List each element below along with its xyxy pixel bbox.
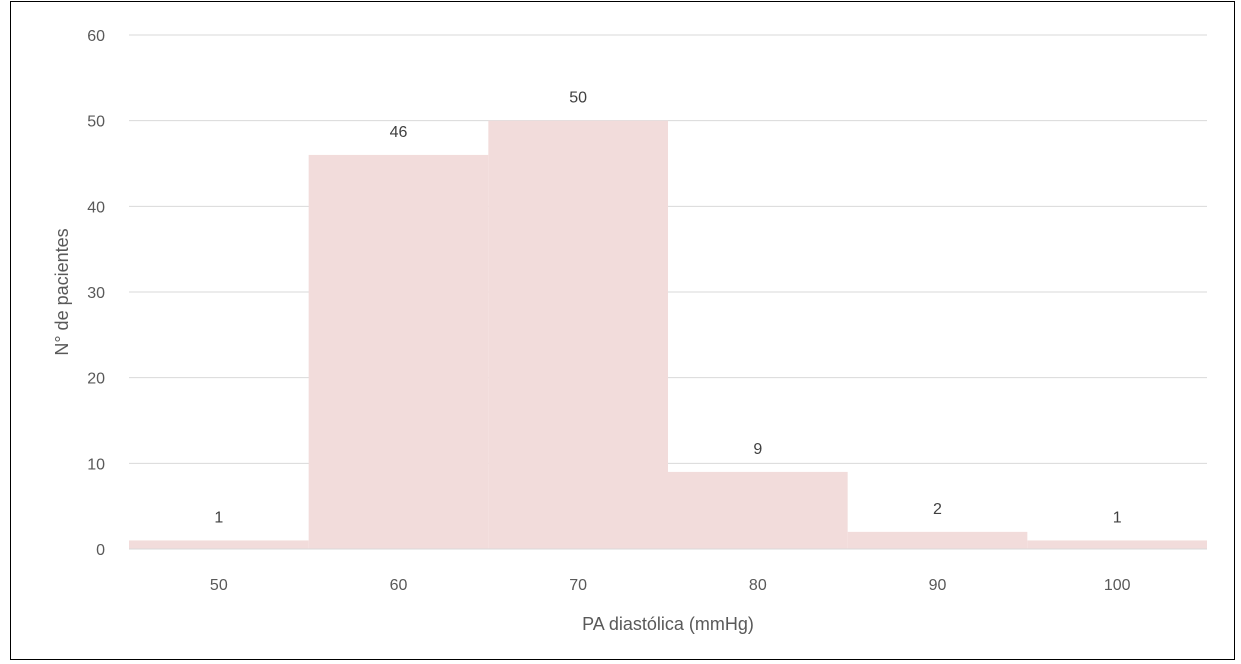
- y-tick-label: 30: [87, 285, 105, 302]
- data-label: 1: [1113, 509, 1122, 526]
- data-label: 1: [214, 509, 223, 526]
- y-tick-label: 50: [87, 114, 105, 131]
- y-tick-label: 60: [87, 28, 105, 45]
- data-label: 9: [753, 441, 762, 458]
- x-tick-label: 80: [749, 577, 767, 594]
- x-tick-labels: 50 60 70 80 90 100: [210, 577, 1131, 594]
- y-tick-label: 40: [87, 199, 105, 216]
- bar-50: [129, 540, 309, 549]
- data-label: 2: [933, 501, 942, 518]
- bar-60: [308, 154, 489, 549]
- x-tick-label: 50: [210, 577, 228, 594]
- x-axis-title: PA diastólica (mmHg): [582, 614, 754, 634]
- x-tick-label: 90: [929, 577, 947, 594]
- bar-90: [847, 531, 1028, 549]
- x-tick-label: 60: [390, 577, 408, 594]
- bar-80: [668, 471, 848, 549]
- bar-70: [488, 120, 668, 550]
- y-axis-title: N° de pacientes: [52, 228, 72, 355]
- data-label: 46: [390, 124, 408, 141]
- bars: [129, 120, 1207, 550]
- data-labels: 1 46 50 9 2 1: [214, 90, 1121, 527]
- bar-100: [1027, 540, 1207, 549]
- y-tick-label: 10: [87, 456, 105, 473]
- y-tick-label: 0: [96, 542, 105, 559]
- data-label: 50: [569, 90, 587, 107]
- x-tick-label: 70: [569, 577, 587, 594]
- y-tick-label: 20: [87, 371, 105, 388]
- x-tick-label: 100: [1104, 577, 1131, 594]
- y-tick-labels: 0 10 20 30 40 50 60: [87, 28, 105, 559]
